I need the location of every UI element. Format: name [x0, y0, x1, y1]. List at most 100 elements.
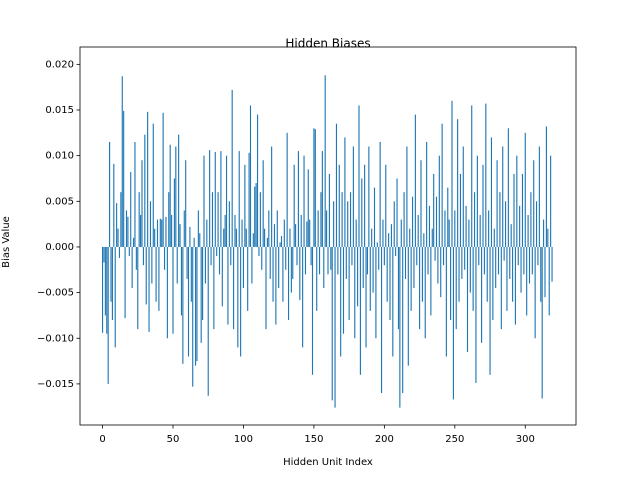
bar: [106, 246, 108, 334]
bar: [472, 246, 474, 311]
bar: [357, 246, 359, 307]
bar: [551, 246, 553, 282]
bar: [244, 164, 246, 247]
bar: [140, 215, 142, 247]
bar: [163, 246, 166, 270]
bar: [194, 246, 197, 366]
x-tick-label: 150: [304, 434, 323, 445]
bar: [255, 183, 257, 247]
bar: [231, 89, 233, 247]
bar: [178, 134, 180, 247]
bar: [406, 146, 408, 247]
bar: [234, 215, 236, 247]
plot-frame: [79, 46, 577, 426]
bar: [520, 246, 522, 293]
bar: [173, 178, 175, 247]
y-tick-label: −0.015: [37, 379, 74, 390]
bar: [318, 246, 321, 275]
bar: [293, 164, 295, 247]
bar: [287, 246, 290, 320]
bar: [392, 246, 394, 357]
bar: [361, 178, 363, 247]
bar: [132, 237, 135, 247]
bar: [285, 246, 287, 270]
bar: [352, 146, 354, 247]
bar: [299, 246, 301, 300]
bar: [461, 246, 463, 279]
x-tick-label: 300: [516, 434, 535, 445]
bar: [159, 218, 161, 247]
bar: [275, 246, 277, 325]
bar: [423, 233, 425, 247]
bar: [512, 246, 514, 302]
bar: [417, 215, 419, 247]
bar: [504, 201, 507, 247]
bar: [430, 246, 432, 316]
bar: [413, 246, 415, 289]
bar: [161, 219, 163, 247]
bar: [247, 246, 249, 311]
bar: [185, 160, 187, 247]
bar: [276, 210, 278, 247]
bar: [493, 228, 495, 247]
bar: [348, 246, 350, 320]
bar: [492, 246, 494, 320]
bar: [187, 246, 190, 357]
bar: [238, 151, 240, 247]
bar: [509, 246, 511, 279]
bar: [273, 224, 276, 247]
bar: [259, 192, 261, 247]
bar: [544, 246, 546, 298]
y-axis-label: Bias Value: [1, 216, 12, 268]
bar: [124, 246, 126, 319]
bar: [502, 146, 504, 247]
bar: [233, 246, 235, 330]
bar: [204, 246, 206, 284]
bar: [364, 164, 366, 247]
bar: [540, 246, 542, 302]
bar: [292, 246, 294, 279]
bar: [419, 246, 421, 330]
bar: [376, 242, 378, 247]
bar: [235, 228, 237, 247]
bar: [334, 246, 336, 408]
bar: [283, 219, 285, 247]
bar: [475, 246, 477, 383]
bar: [399, 246, 401, 408]
bar: [155, 246, 157, 302]
bar: [486, 246, 488, 302]
bar: [266, 237, 268, 247]
bar: [407, 246, 409, 366]
x-tick-label: 200: [375, 434, 394, 445]
bar: [316, 246, 318, 311]
bar: [524, 132, 526, 247]
bar: [489, 246, 491, 375]
bar: [311, 246, 314, 375]
bar: [280, 236, 283, 247]
bar: [441, 123, 443, 247]
bar: [543, 219, 545, 247]
bar: [362, 246, 364, 289]
bar: [335, 123, 338, 247]
bar: [500, 246, 502, 330]
bar: [104, 246, 106, 316]
bar: [386, 246, 388, 302]
y-tick-label: 0.020: [45, 59, 74, 70]
bar: [240, 246, 242, 357]
bar: [261, 246, 263, 270]
bar: [402, 246, 404, 394]
bar: [531, 246, 533, 275]
bar: [186, 246, 188, 279]
bar: [366, 246, 369, 275]
bar: [320, 192, 322, 247]
bar: [147, 111, 149, 247]
bar: [241, 219, 243, 247]
bar: [426, 141, 428, 247]
bar: [488, 210, 490, 247]
bar: [289, 228, 291, 247]
bar: [182, 246, 184, 364]
bar: [368, 146, 370, 247]
bar: [176, 246, 178, 284]
chart-title: Hidden Biases: [285, 37, 370, 51]
bar: [179, 224, 181, 247]
